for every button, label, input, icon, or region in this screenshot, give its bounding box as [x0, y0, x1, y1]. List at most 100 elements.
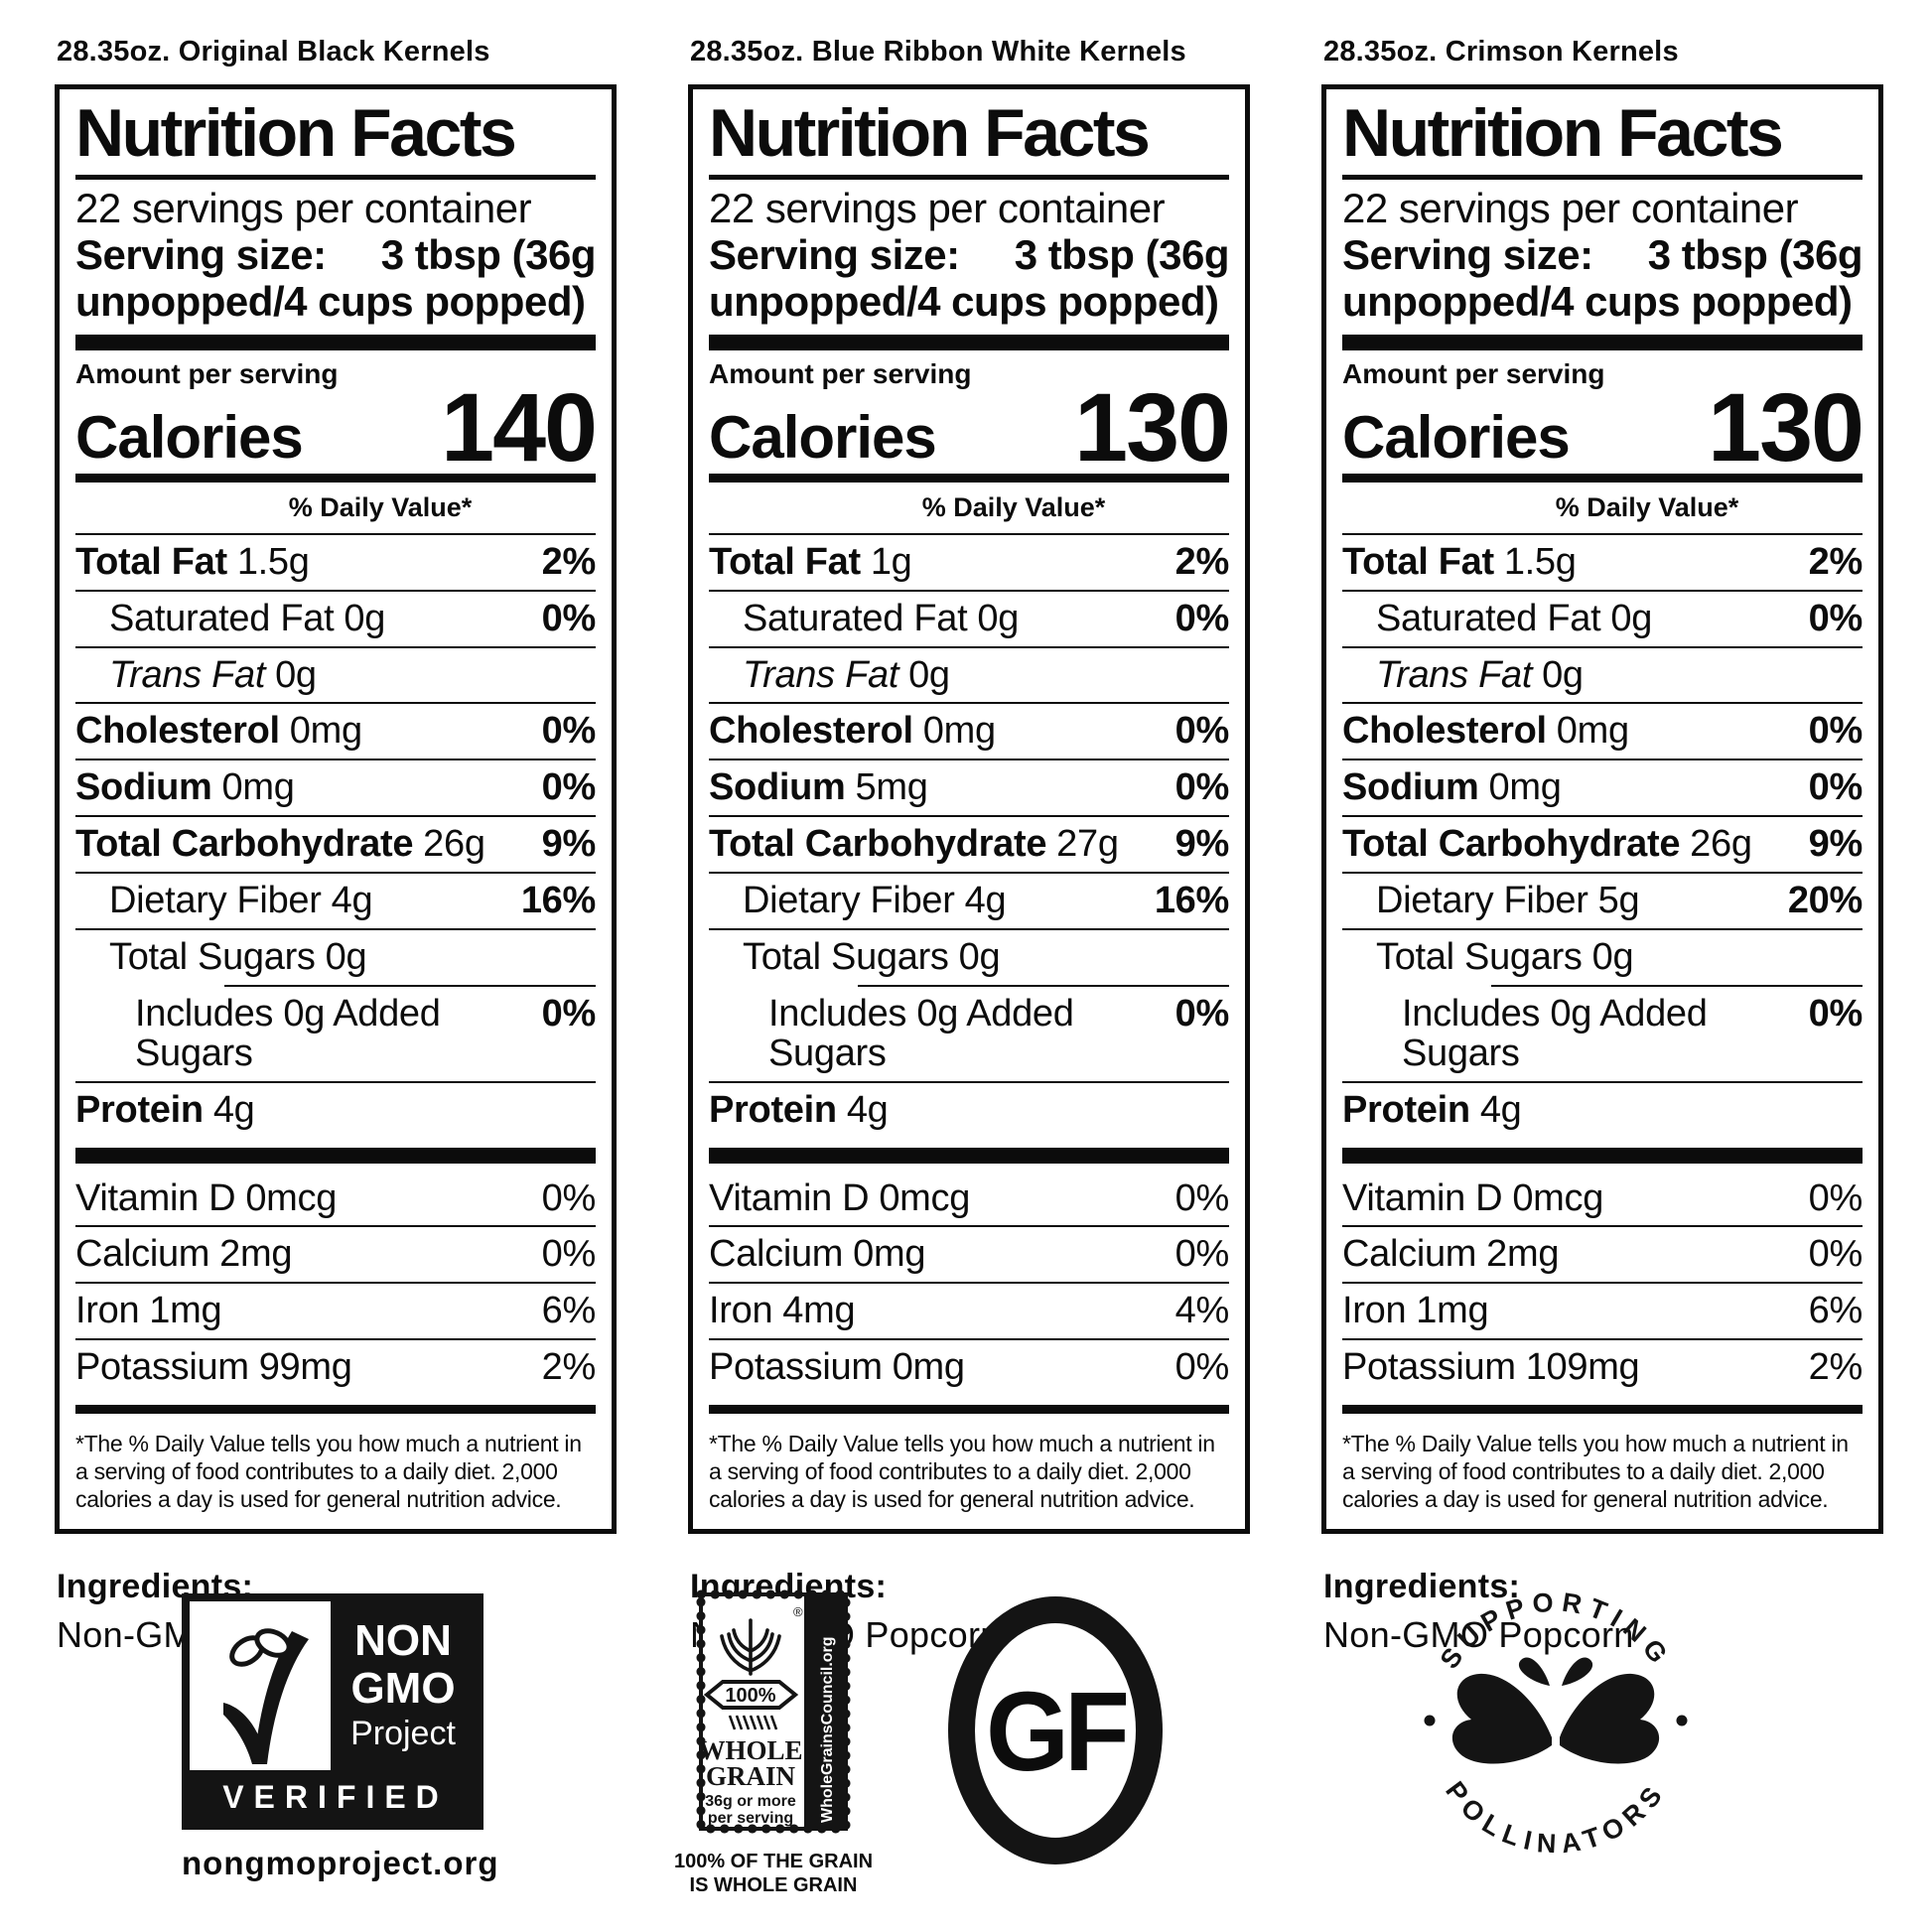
gluten-free-logo: GF [948, 1596, 1163, 1864]
calories-row: Calories 140 [75, 373, 598, 483]
nutrient-amount: 2mg [219, 1233, 293, 1276]
nutrient-dv: 0% [1808, 1233, 1863, 1276]
nutrient-row: Cholesterol 0mg 0% [709, 704, 1230, 761]
nutrient-row: Total Carbohydrate 27g 9% [709, 817, 1229, 875]
panel-title: Nutrition Facts [709, 99, 1229, 180]
serving-size-value-2: unpopped/4 cups popped) [75, 278, 586, 326]
nutrient-amount: 109mg [1525, 1346, 1640, 1389]
nutrient-amount: 2mg [1486, 1233, 1560, 1276]
non-gmo-verified-text: VERIFIED [222, 1779, 449, 1815]
nutrient-dv: 2% [1174, 540, 1230, 583]
nutrient-dv: 0% [1174, 1233, 1230, 1276]
nutrient-name: Potassium [709, 1346, 883, 1389]
nutrient-dv: 0% [541, 992, 597, 1035]
pollinators-bottom-text: POLLINATORS [1440, 1776, 1665, 1860]
nutrient-row: Includes 0g Added Sugars 0% [709, 987, 1229, 1083]
divider [1491, 984, 1863, 987]
serving-size-label: Serving size: [75, 231, 327, 279]
non-gmo-line3: Project [350, 1715, 456, 1752]
nutrition-facts-panel: Nutrition Facts 22 servings per containe… [55, 84, 617, 1535]
nutrient-row: Cholesterol 0mg 0% [75, 704, 596, 761]
nutrient-row: Saturated Fat 0g 0% [709, 592, 1229, 648]
nutrient-amount: 0g [344, 597, 386, 639]
daily-value-header: % Daily Value* [709, 483, 1229, 535]
divider [858, 984, 1229, 987]
whole-grain-percent: 100% [725, 1685, 775, 1707]
nutrient-name: Cholesterol [1342, 710, 1547, 753]
nutrient-dv: 9% [1808, 823, 1863, 866]
whole-grain-stamp: ® 100% WHOLE GRAIN 36g or more per servi… [674, 1587, 873, 1898]
nutrient-name: Calcium [1342, 1233, 1477, 1276]
nutrient-name: Trans Fat [109, 653, 266, 696]
butterfly-icon [1451, 1657, 1660, 1764]
nutrition-facts-panel: Nutrition Facts 22 servings per containe… [688, 84, 1250, 1535]
calories-value: 130 [1708, 373, 1864, 483]
divider [709, 335, 1229, 351]
nutrient-dv: 2% [541, 540, 597, 583]
calories-label: Calories [1342, 403, 1571, 471]
nutrient-row: Total Carbohydrate 26g 9% [75, 817, 596, 875]
panel-title: Nutrition Facts [1342, 99, 1863, 180]
whole-grain-sub2: per serving [708, 1810, 793, 1827]
nutrient-dv: 16% [1154, 880, 1229, 922]
nutrient-dv: 6% [541, 1290, 597, 1332]
nutrient-name: Dietary Fiber [1376, 880, 1588, 922]
nutrient-amount: 0g [1591, 936, 1634, 979]
nutrient-name: Saturated Fat [1376, 597, 1601, 639]
nutrient-amount: 0mcg [245, 1176, 338, 1219]
nutrient-row: Saturated Fat 0g 0% [75, 592, 596, 648]
nutrient-dv: 0% [1808, 597, 1863, 639]
nutrient-dv: 20% [1787, 880, 1863, 922]
divider [75, 473, 596, 483]
whole-grain-sub1: 36g or more [705, 1793, 796, 1810]
serving-size-label: Serving size: [1342, 231, 1593, 279]
nutrient-row: Total Sugars 0g [75, 930, 596, 985]
nutrient-amount: 4mg [782, 1290, 856, 1332]
serving-size-value: 3 tbsp (36g [1647, 231, 1863, 279]
whole-grain-caption-line1: 100% OF THE GRAIN [673, 1851, 874, 1872]
nutrient-amount: 1g [870, 540, 912, 583]
divider [75, 1405, 596, 1415]
nutrient-name: Calcium [75, 1233, 210, 1276]
amount-per-serving: Amount per serving [709, 358, 972, 390]
nutrient-dv: 0% [1174, 1176, 1230, 1219]
nutrient-name: Saturated Fat [743, 597, 968, 639]
nutrient-amount: 26g [1690, 823, 1752, 866]
nutrient-row: Protein 4g [709, 1083, 1229, 1138]
nutrient-amount: 0mg [853, 1233, 926, 1276]
nutrient-name: Cholesterol [75, 710, 280, 753]
nutrient-row: Sodium 5mg 0% [709, 760, 1229, 818]
nutrient-dv: 0% [1808, 766, 1863, 809]
pollinators-seal: SUPPORTING POLLINATORS [1424, 1587, 1688, 1860]
nutrient-name: Saturated Fat [109, 597, 335, 639]
nutrient-row: Cholesterol 0mg 0% [1342, 704, 1863, 761]
nutrient-amount: 0g [977, 597, 1020, 639]
nutrient-amount: 4g [1479, 1088, 1522, 1131]
nutrient-dv: 0% [1808, 1176, 1863, 1219]
nutrient-name: Iron [75, 1290, 140, 1332]
nutrient-amount: 27g [1056, 823, 1119, 866]
nutrient-row: Total Fat 1g 2% [709, 535, 1229, 592]
nutrient-name: Total Carbohydrate [75, 823, 414, 866]
amount-per-serving: Amount per serving [1342, 358, 1605, 390]
nutrient-row: Total Fat 1.5g 2% [75, 535, 596, 592]
nutrient-dv: 0% [1174, 710, 1230, 753]
nutrient-row: Calcium 2mg 0% [1342, 1227, 1863, 1285]
serving-size-label: Serving size: [709, 231, 960, 279]
supporting-pollinators-logo: SUPPORTING POLLINATORS [1402, 1567, 1710, 1874]
nutrient-row: Protein 4g [75, 1083, 596, 1138]
nutrient-row: Iron 4mg 4% [709, 1284, 1230, 1341]
nutrient-name: Vitamin D [1342, 1176, 1503, 1219]
nutrient-name: Total Sugars [109, 936, 316, 979]
nutrient-name: Calcium [709, 1233, 844, 1276]
nutrient-amount: 4g [331, 880, 373, 922]
registered-mark: ® [793, 1604, 803, 1619]
nutrient-row: Iron 1mg 6% [75, 1284, 597, 1341]
amount-per-serving: Amount per serving [75, 358, 339, 390]
nutrient-dv: 0% [541, 597, 597, 639]
nutrient-row: Calcium 2mg 0% [75, 1227, 596, 1285]
nutrient-row: Total Sugars 0g [709, 930, 1229, 985]
calories-value: 140 [441, 373, 598, 483]
nutrient-dv: 4% [1174, 1290, 1230, 1332]
nutrient-name: Dietary Fiber [743, 880, 955, 922]
